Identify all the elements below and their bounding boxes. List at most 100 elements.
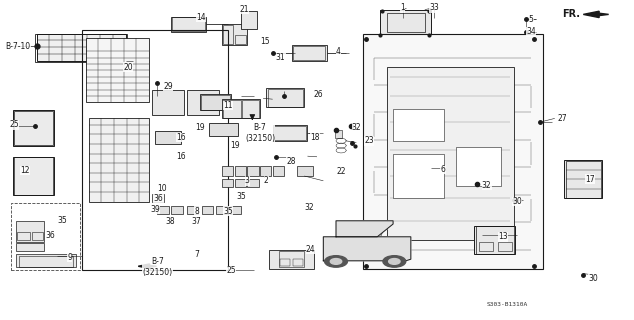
- Text: 28: 28: [287, 157, 296, 166]
- Bar: [266, 88, 304, 107]
- Text: 11: 11: [224, 101, 233, 110]
- Bar: [14, 157, 53, 195]
- Text: 36: 36: [153, 194, 164, 203]
- Bar: [200, 94, 231, 110]
- Text: 12: 12: [21, 166, 30, 175]
- Bar: [456, 147, 501, 186]
- Text: 33: 33: [429, 4, 439, 12]
- Text: 38: 38: [165, 217, 175, 226]
- Bar: [235, 166, 246, 176]
- Bar: [216, 206, 227, 214]
- Bar: [187, 90, 219, 115]
- Bar: [247, 179, 259, 187]
- Circle shape: [389, 259, 400, 264]
- Bar: [223, 25, 233, 44]
- Bar: [363, 34, 543, 269]
- Text: 5: 5: [529, 15, 534, 24]
- Bar: [209, 123, 238, 136]
- Bar: [155, 131, 181, 144]
- Bar: [16, 243, 44, 251]
- Bar: [235, 35, 246, 44]
- Bar: [242, 100, 259, 118]
- Bar: [564, 160, 602, 198]
- Bar: [11, 203, 80, 270]
- Circle shape: [330, 259, 342, 264]
- Bar: [171, 17, 206, 32]
- Bar: [274, 126, 306, 140]
- Text: 30: 30: [512, 197, 522, 206]
- Text: 6: 6: [441, 165, 446, 174]
- Text: B-7
(32150): B-7 (32150): [245, 123, 275, 142]
- Bar: [292, 45, 327, 61]
- Bar: [566, 161, 601, 198]
- Text: 30: 30: [588, 274, 598, 283]
- Text: 39: 39: [150, 205, 160, 214]
- Bar: [201, 95, 230, 110]
- Bar: [35, 34, 127, 62]
- Text: 35: 35: [223, 207, 233, 216]
- Bar: [13, 157, 54, 195]
- Text: 27: 27: [558, 114, 567, 123]
- Text: 2: 2: [264, 176, 269, 185]
- Text: 26: 26: [314, 90, 323, 99]
- Bar: [393, 154, 444, 198]
- Circle shape: [383, 256, 406, 267]
- Bar: [380, 10, 431, 35]
- Bar: [479, 242, 493, 251]
- Text: 15: 15: [260, 37, 270, 46]
- Bar: [172, 17, 205, 31]
- Polygon shape: [138, 264, 157, 268]
- Text: 32: 32: [352, 124, 361, 132]
- Text: 7: 7: [194, 250, 199, 259]
- Bar: [222, 99, 260, 118]
- Text: 35: 35: [57, 216, 67, 225]
- Text: 19: 19: [195, 124, 205, 132]
- Bar: [498, 242, 512, 251]
- Bar: [279, 251, 304, 267]
- Text: B-7
(32150): B-7 (32150): [142, 258, 172, 277]
- Bar: [86, 38, 149, 102]
- Text: 22: 22: [336, 167, 346, 176]
- Bar: [293, 46, 325, 60]
- Bar: [387, 67, 514, 240]
- Text: 21: 21: [240, 5, 249, 14]
- Bar: [235, 179, 246, 187]
- Text: 9: 9: [67, 253, 72, 262]
- Bar: [222, 166, 233, 176]
- Bar: [268, 89, 303, 107]
- Bar: [273, 125, 307, 141]
- Text: 34: 34: [526, 28, 536, 36]
- Text: 3: 3: [245, 176, 250, 185]
- Bar: [335, 130, 342, 138]
- Bar: [241, 11, 257, 29]
- Text: FR.: FR.: [562, 9, 580, 20]
- Bar: [13, 110, 54, 146]
- Bar: [105, 59, 124, 67]
- Bar: [222, 24, 247, 45]
- Bar: [14, 111, 53, 145]
- Text: 16: 16: [176, 133, 186, 142]
- Text: 25: 25: [226, 266, 236, 275]
- Bar: [89, 118, 149, 202]
- Bar: [297, 166, 313, 176]
- Bar: [393, 109, 444, 141]
- Text: 36: 36: [46, 231, 56, 240]
- Bar: [17, 232, 30, 240]
- Text: 1: 1: [400, 4, 405, 12]
- Text: 24: 24: [306, 245, 316, 254]
- Text: 13: 13: [498, 232, 508, 241]
- Circle shape: [325, 256, 347, 267]
- Bar: [82, 30, 228, 270]
- Bar: [223, 100, 241, 118]
- Bar: [476, 226, 514, 254]
- Bar: [260, 166, 271, 176]
- Bar: [32, 232, 43, 240]
- Bar: [152, 194, 164, 202]
- Bar: [293, 259, 303, 266]
- Text: 32: 32: [482, 181, 491, 190]
- Polygon shape: [336, 221, 393, 237]
- Text: 19: 19: [230, 141, 240, 150]
- Bar: [273, 166, 284, 176]
- Bar: [16, 221, 44, 242]
- Bar: [152, 90, 184, 115]
